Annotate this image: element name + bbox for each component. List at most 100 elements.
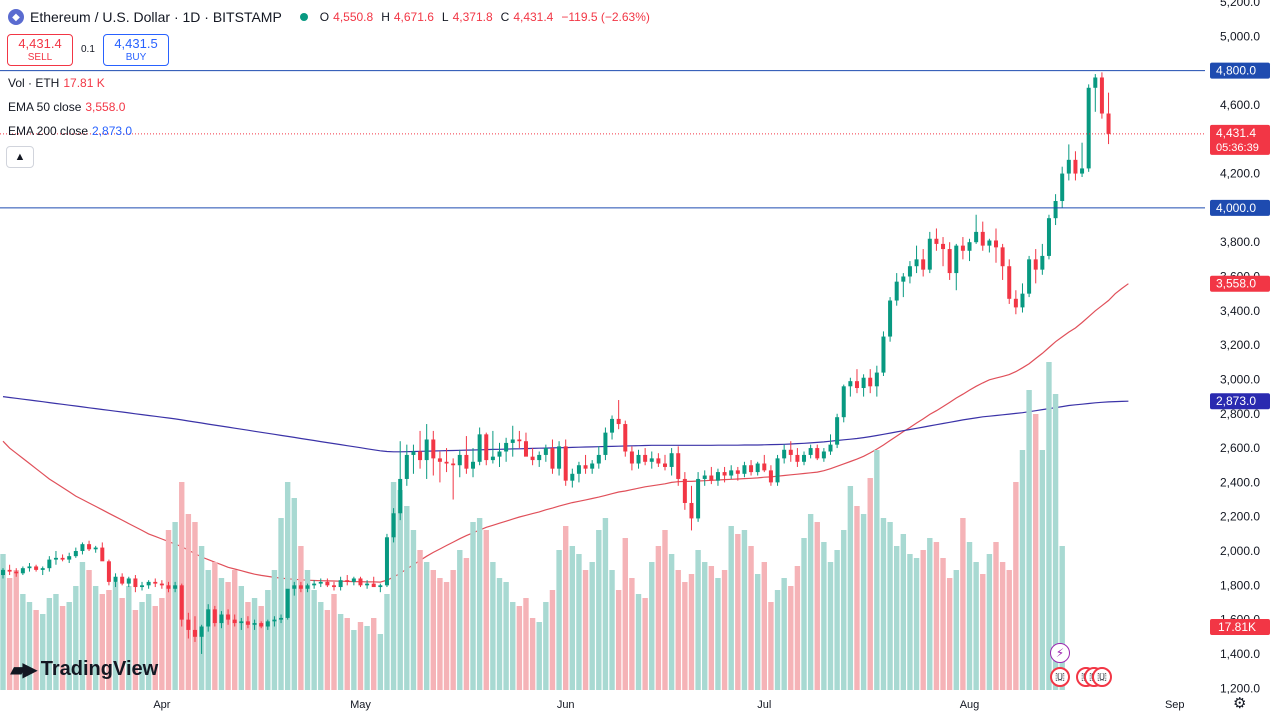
volume-bar (1019, 450, 1026, 690)
y-tick-label: 2,200.0 (1220, 510, 1260, 524)
volume-bar (993, 542, 999, 690)
volume-bar (602, 518, 609, 690)
candle-body (914, 259, 919, 267)
volume-bar (1026, 390, 1032, 690)
gear-icon[interactable]: ⚙ (1233, 695, 1247, 712)
candle-body (603, 432, 608, 455)
candle-body (212, 609, 217, 624)
candle-body (1046, 218, 1051, 256)
volume-bar (463, 558, 470, 690)
candle-body (140, 585, 145, 588)
candle-body (1000, 247, 1005, 267)
tradingview-logo: ▰▶ TradingView (10, 658, 159, 681)
sell-button[interactable]: 4,431.4 SELL (7, 34, 73, 66)
volume-bar (735, 534, 741, 690)
candle-body (1007, 266, 1012, 299)
volume-bar (867, 478, 873, 690)
candle-body (34, 566, 39, 570)
ema200-indicator-legend[interactable]: EMA 200 close 2,873.0 (8, 124, 133, 138)
volume-bar (794, 566, 801, 690)
buy-button[interactable]: 4,431.5 BUY (103, 34, 169, 66)
collapse-legend-button[interactable]: ▲ (6, 146, 34, 168)
candle-body (173, 585, 178, 589)
candle-body (808, 448, 813, 455)
candle-body (517, 439, 522, 442)
volume-bar (973, 562, 979, 690)
volume-bar (860, 514, 867, 690)
ema50-indicator-legend[interactable]: EMA 50 close 3,558.0 (8, 100, 126, 114)
candle-body (232, 619, 237, 624)
volume-bar (404, 506, 410, 690)
y-tick-label: 2,400.0 (1220, 475, 1260, 489)
ethereum-logo-icon: ◆ (8, 9, 24, 25)
volume-bar (768, 602, 774, 690)
candle-body (20, 568, 25, 574)
volume-bar (1033, 414, 1039, 690)
candle-body (365, 583, 370, 586)
candle-body (93, 547, 98, 550)
volume-bar (966, 542, 973, 690)
last-price-label: 4,431.4 (1216, 126, 1256, 140)
volume-bar (245, 602, 251, 690)
y-tick-label: 2,000.0 (1220, 544, 1260, 558)
candle-body (782, 449, 787, 459)
candle-body (345, 580, 350, 582)
candle-body (696, 478, 701, 519)
candle-body (702, 475, 707, 479)
candle-body (974, 231, 979, 243)
candle-body (40, 568, 45, 570)
candle-body (557, 446, 562, 469)
candle-body (570, 473, 575, 481)
volume-bar (225, 582, 231, 690)
volume-bar (278, 518, 284, 690)
candle-body (980, 231, 985, 246)
candle-body (1033, 259, 1038, 270)
volume-bar (510, 602, 516, 690)
candle-body (788, 449, 793, 455)
volume-bar (265, 590, 271, 690)
volume-bar (847, 486, 854, 690)
x-tick-label: Apr (153, 699, 170, 711)
volume-bar (761, 562, 767, 690)
volume-bar (476, 518, 483, 690)
volume-bar (721, 570, 728, 690)
lightning-icon[interactable]: ⚡ (1050, 643, 1070, 663)
candle-body (60, 557, 65, 560)
candle-body (1093, 77, 1098, 88)
us-flag-event-icon[interactable]: 🇺 (1092, 667, 1112, 687)
candle-body (252, 623, 257, 625)
candle-body (755, 463, 760, 473)
volume-bar (920, 550, 926, 690)
horizontal-lines (0, 70, 1205, 209)
candle-body (947, 249, 952, 274)
us-flag-event-icon[interactable]: 🇺 (1050, 667, 1070, 687)
volume-bar (615, 590, 622, 690)
candle-body (1066, 159, 1071, 174)
volume-bar (430, 570, 436, 690)
volume-bar (642, 598, 648, 690)
volume-bar (99, 594, 105, 690)
candle-body (87, 544, 92, 550)
candle-body (1086, 87, 1091, 169)
volume-bar (1013, 482, 1019, 690)
candle-body (437, 458, 442, 462)
candle-body (643, 454, 648, 462)
volume-indicator-legend[interactable]: Vol · ETH 17.81 K (8, 76, 105, 90)
volume-bar (112, 582, 119, 690)
volume-bar (788, 586, 794, 690)
symbol-title[interactable]: Ethereum / U.S. Dollar · 1D · BITSTAMP (30, 9, 282, 25)
candle-body (629, 451, 634, 464)
candle-body (179, 585, 184, 620)
volume-bar (649, 562, 655, 690)
candle-body (510, 439, 515, 443)
volume-bar (675, 570, 681, 690)
candle-body (934, 238, 939, 244)
volume-bar (549, 590, 556, 690)
price-change: −119.5 (−2.63%) (561, 10, 650, 24)
candle-body (894, 281, 899, 301)
volume-bar (66, 602, 72, 690)
volume-bar (337, 614, 344, 690)
candle-body (954, 245, 959, 274)
candle-body (199, 626, 204, 637)
